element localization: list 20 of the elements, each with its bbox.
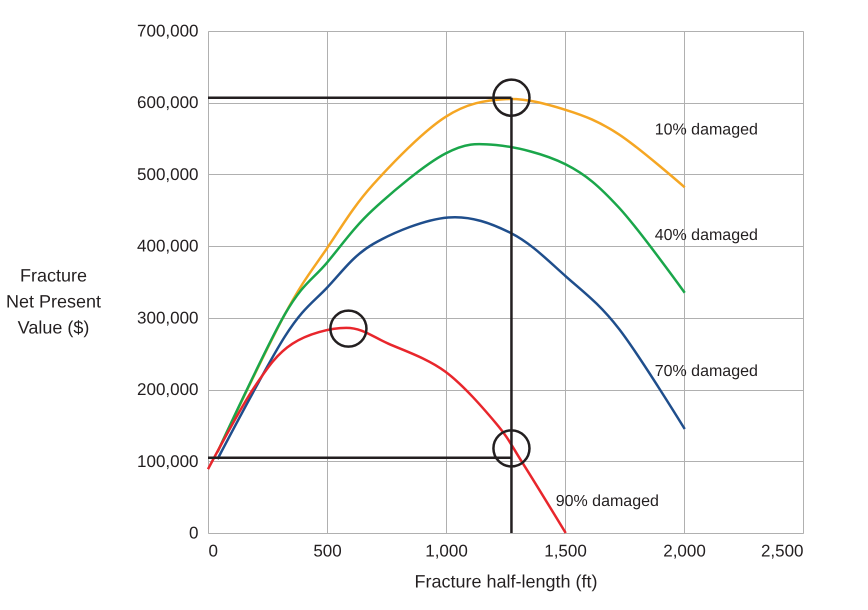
- series-label: 90% damaged: [556, 493, 659, 510]
- y-tick-label: 0: [189, 524, 198, 542]
- y-tick-label: 600,000: [137, 93, 198, 112]
- y-tick-label: 300,000: [137, 308, 198, 328]
- y-tick-label: 700,000: [137, 22, 198, 40]
- x-tick-label: 2,000: [663, 542, 706, 560]
- x-tick-label: 2,500: [760, 542, 804, 560]
- y-tick-label: 200,000: [137, 380, 198, 400]
- x-tick-label: 1,500: [544, 542, 587, 560]
- y-tick-label: 400,000: [137, 236, 198, 256]
- series-label: 10% damaged: [654, 121, 758, 138]
- x-tick-label: 500: [313, 542, 342, 560]
- series-label: 40% damaged: [654, 226, 758, 244]
- x-tick-label: 1,000: [425, 542, 468, 560]
- y-axis-title: Fracture Net Present Value ($): [6, 266, 102, 338]
- series-label: 70% damaged: [654, 363, 758, 380]
- x-tick-label: 0: [208, 542, 218, 560]
- y-tick-label: 500,000: [137, 164, 198, 184]
- x-axis-title: Fracture half-length (ft): [414, 572, 598, 592]
- y-tick-label: 100,000: [137, 452, 198, 471]
